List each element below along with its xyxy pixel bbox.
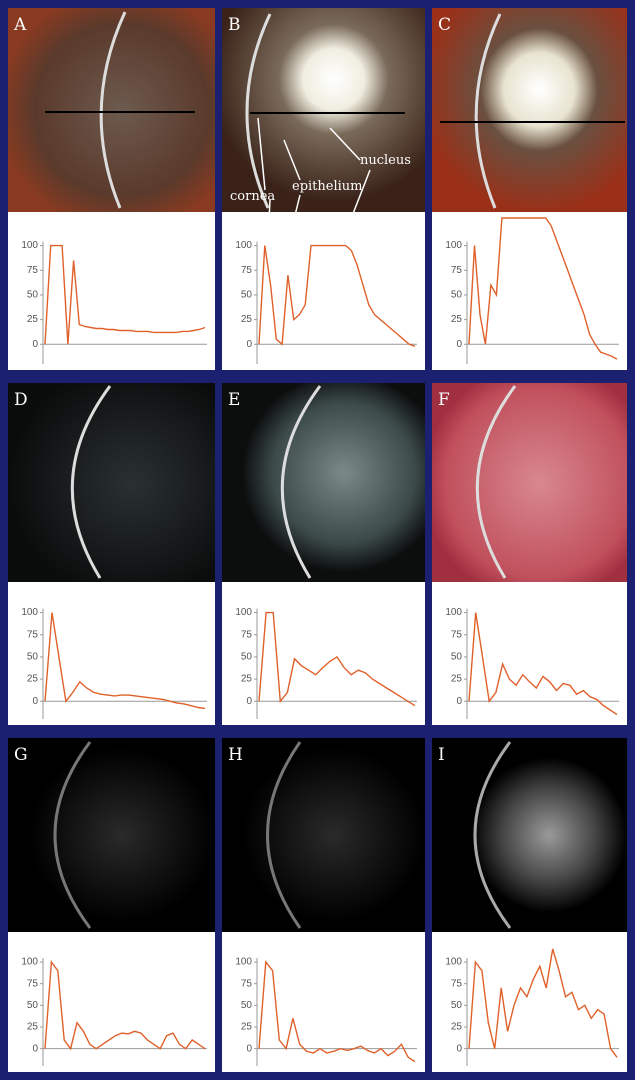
y-tick-label: 100 [21, 957, 38, 968]
photo [8, 383, 215, 582]
photo [432, 738, 627, 932]
y-tick-label: 0 [246, 696, 252, 707]
y-tick-label: 75 [241, 265, 253, 276]
photo [432, 383, 627, 582]
photos [8, 8, 627, 932]
y-tick-label: 50 [451, 290, 463, 301]
y-tick-label: 0 [32, 696, 38, 707]
y-tick-label: 75 [27, 978, 39, 989]
y-tick-label: 100 [235, 957, 252, 968]
y-tick-label: 25 [451, 314, 463, 325]
y-tick-label: 100 [21, 607, 38, 618]
y-tick-label: 75 [451, 265, 463, 276]
y-tick-label: 50 [27, 290, 39, 301]
y-tick-label: 0 [246, 1043, 252, 1054]
panel-label: D [14, 390, 28, 410]
annotation: nucleus [360, 153, 411, 168]
y-tick-label: 50 [27, 1000, 39, 1011]
y-tick-label: 25 [241, 314, 253, 325]
panel-label: I [438, 745, 445, 765]
y-tick-label: 75 [27, 629, 39, 640]
y-tick-label: 25 [27, 674, 39, 685]
y-tick-label: 75 [241, 629, 253, 640]
y-tick-label: 25 [241, 1022, 253, 1033]
y-tick-label: 75 [451, 629, 463, 640]
y-tick-label: 100 [445, 957, 462, 968]
panel-label: H [228, 745, 243, 765]
y-tick-label: 0 [456, 1043, 462, 1054]
y-tick-label: 100 [235, 240, 252, 251]
y-tick-label: 50 [241, 290, 253, 301]
y-tick-label: 0 [32, 339, 38, 350]
y-tick-label: 25 [27, 314, 39, 325]
y-tick-label: 50 [241, 1000, 253, 1011]
figure: A 0 25 50 75 100 Bcornea epithelium nucleus 0 25 50… [0, 0, 635, 1080]
panel-label: C [438, 15, 451, 35]
panel-label: F [438, 390, 450, 410]
y-tick-label: 0 [456, 696, 462, 707]
panel-label: E [228, 390, 240, 410]
y-tick-label: 25 [451, 1022, 463, 1033]
chart-background [222, 212, 425, 370]
y-tick-label: 50 [451, 652, 463, 663]
panel-label: A [13, 15, 27, 35]
y-tick-label: 50 [27, 652, 39, 663]
y-tick-label: 100 [445, 240, 462, 251]
y-tick-label: 25 [451, 674, 463, 685]
panel-label: B [228, 15, 241, 35]
y-tick-label: 100 [235, 607, 252, 618]
y-tick-label: 50 [451, 1000, 463, 1011]
y-tick-label: 0 [246, 339, 252, 350]
y-tick-label: 75 [27, 265, 39, 276]
y-tick-label: 50 [241, 652, 253, 663]
y-tick-label: 25 [27, 1022, 39, 1033]
chart-background [8, 932, 215, 1072]
y-tick-label: 75 [241, 978, 253, 989]
y-tick-label: 25 [241, 674, 253, 685]
photo [222, 738, 425, 932]
photo [8, 738, 215, 932]
y-tick-label: 75 [451, 978, 463, 989]
panel-label: G [14, 745, 28, 765]
annotation: epithelium [292, 179, 362, 194]
chart-background [8, 212, 215, 370]
y-tick-label: 100 [445, 607, 462, 618]
y-tick-label: 0 [456, 339, 462, 350]
photo [432, 8, 627, 212]
annotation: cornea [230, 189, 275, 204]
y-tick-label: 0 [32, 1043, 38, 1054]
y-tick-label: 100 [21, 240, 38, 251]
photo [222, 383, 425, 582]
chart-background [222, 582, 425, 725]
